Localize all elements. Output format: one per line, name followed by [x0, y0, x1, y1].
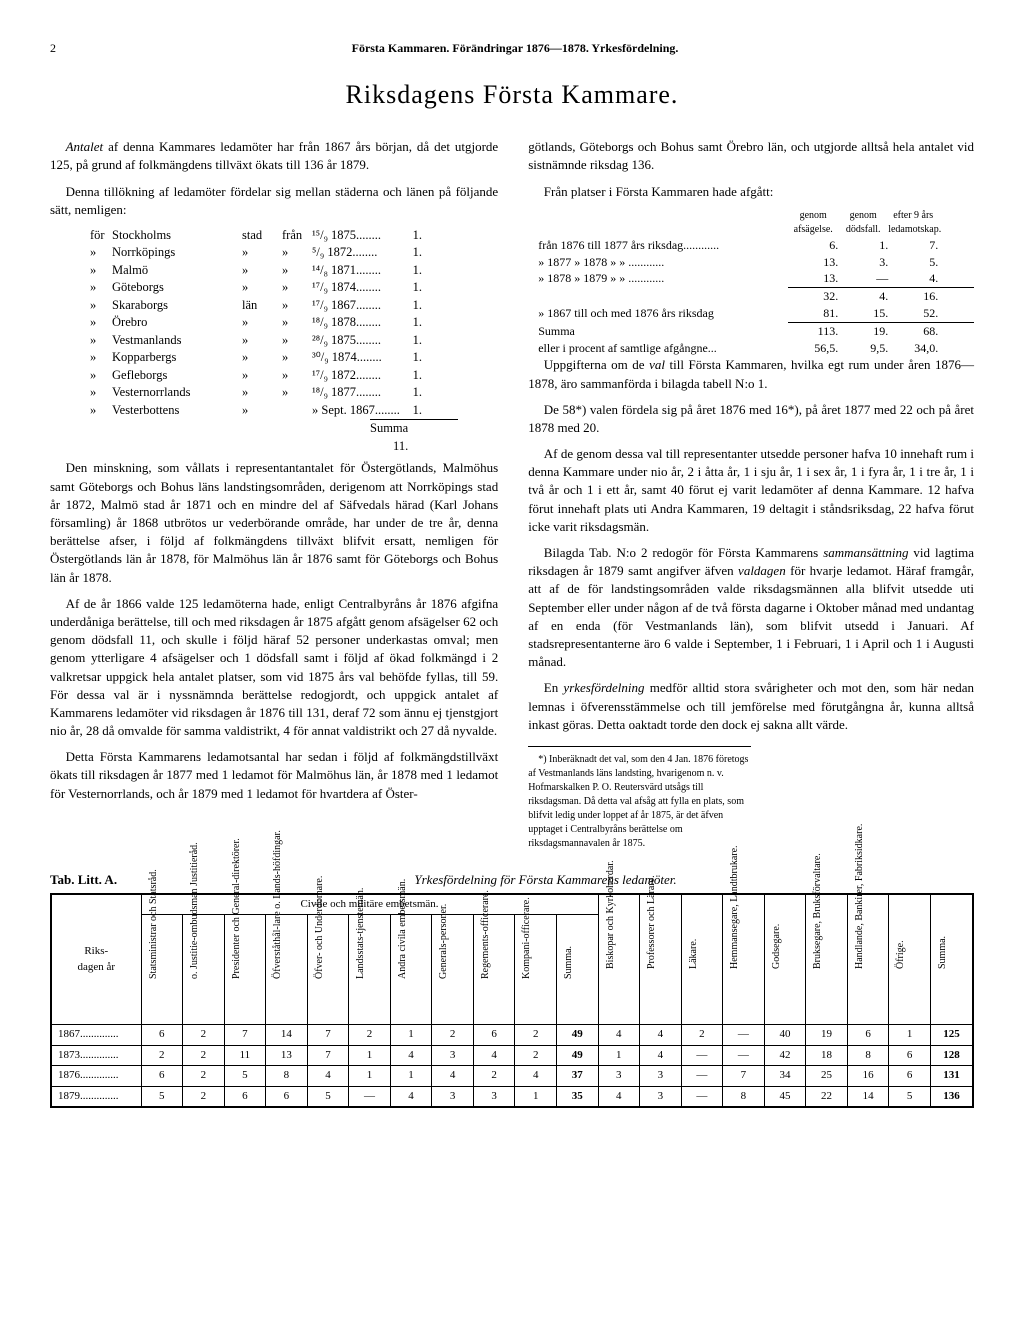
left-column: Antalet Antalet af denna Kammares ledamö… [50, 138, 498, 851]
footnote: *) Inberäknadt det val, som den 4 Jan. 1… [528, 746, 751, 851]
para: Antalet Antalet af denna Kammares ledamö… [50, 138, 498, 174]
right-column: götlands, Göteborgs och Bohus samt Örebr… [528, 138, 974, 851]
region-list: förStockholmsstadfrån¹⁵/₉ 1875........1.… [90, 227, 498, 456]
para: Från platser i Första Kammaren hade afgå… [528, 183, 974, 201]
para: Af de genom dessa val till representante… [528, 445, 974, 536]
header-title: Första Kammaren. Förändringar 1876—1878.… [352, 40, 679, 57]
para: Denna tillökning af ledamöter fördelar s… [50, 183, 498, 219]
para: Af de år 1866 valde 125 ledamöterna hade… [50, 595, 498, 741]
page-title: Riksdagens Första Kammare. [50, 77, 974, 113]
para: götlands, Göteborgs och Bohus samt Örebr… [528, 138, 974, 174]
stats-table: genom afsägelse.genom dödsfall.efter 9 å… [538, 209, 974, 357]
table-subtitle: Yrkesfördelning för Första Kammarens led… [117, 871, 974, 889]
running-head: 2 Första Kammaren. Förändringar 1876—187… [50, 40, 974, 57]
para: Den minskning, som vållats i representan… [50, 459, 498, 586]
text-columns: Antalet Antalet af denna Kammares ledamö… [50, 138, 974, 851]
occupation-table: Riks-dagen årCivile och militäre embetsm… [50, 893, 974, 1108]
para: Detta Första Kammarens ledamotsantal har… [50, 748, 498, 803]
para: Uppgifterna om de val till Första Kammar… [528, 356, 974, 392]
para: Bilagda Tab. N:o 2 redogör för Första Ka… [528, 544, 974, 671]
para: En yrkesfördelning medför alltid stora s… [528, 679, 974, 734]
table-label: Tab. Litt. A. [50, 871, 117, 889]
para: De 58*) valen fördela sig på året 1876 m… [528, 401, 974, 437]
page-number: 2 [50, 40, 56, 57]
